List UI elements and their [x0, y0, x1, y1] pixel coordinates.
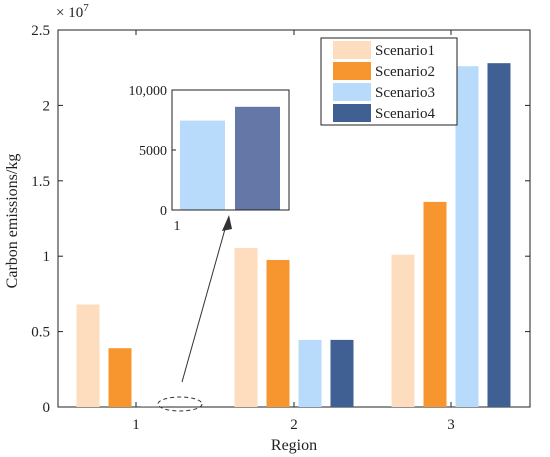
y-tick-label: 2 — [43, 98, 51, 114]
legend-label-scenario1: Scenario1 — [375, 43, 435, 59]
zoom-ellipse — [157, 396, 203, 412]
x-tick-label: 2 — [290, 417, 298, 433]
x-axis-title: Region — [271, 437, 317, 454]
legend-label-scenario2: Scenario2 — [375, 64, 435, 80]
zoom-arrow-line — [181, 221, 228, 383]
legend-label-scenario3: Scenario3 — [375, 85, 435, 101]
legend-swatch-scenario2 — [333, 62, 371, 80]
inset-y-tick-label: 0 — [160, 204, 167, 219]
y-exponent-power: 7 — [83, 2, 89, 14]
x-tick-label: 1 — [132, 417, 140, 433]
inset-x-ticks: 1 — [174, 219, 181, 234]
main-bars — [76, 63, 511, 408]
x-tick-label: 3 — [447, 417, 455, 433]
inset-bar-scenario3 — [180, 120, 225, 210]
bar-scenario1-region-1 — [76, 304, 100, 407]
y-tick-label: 1.5 — [31, 174, 50, 190]
bar-scenario1-region-3 — [391, 254, 415, 407]
y-exponent-base: × 10 — [56, 5, 83, 21]
bar-scenario2-region-1 — [108, 348, 132, 407]
bar-scenario3-region-2 — [298, 339, 322, 407]
y-axis-title: Carbon emissions/kg — [4, 154, 21, 289]
bar-scenario2-region-3 — [423, 201, 447, 407]
inset-x-tick-label: 1 — [174, 219, 181, 234]
bar-scenario1-region-2 — [234, 247, 258, 407]
inset-bars — [180, 106, 280, 210]
legend-label-scenario4: Scenario4 — [375, 106, 435, 122]
bar-scenario2-region-2 — [266, 259, 290, 407]
legend-swatch-scenario1 — [333, 41, 371, 59]
y-tick-label: 2.5 — [31, 23, 50, 39]
legend-swatch-scenario3 — [333, 83, 371, 101]
y-tick-label: 0.5 — [31, 325, 50, 341]
bar-scenario4-region-3 — [487, 63, 511, 408]
y-tick-label: 1 — [43, 249, 51, 265]
legend-swatch-scenario4 — [333, 104, 371, 122]
inset-y-tick-label: 10,000 — [129, 84, 168, 99]
zoom-arrowhead — [222, 215, 232, 231]
bar-scenario4-region-2 — [330, 339, 354, 407]
y-exponent-label: × 107 — [56, 2, 89, 21]
legend: Scenario1 Scenario2 Scenario3 Scenario4 — [320, 37, 458, 126]
bar-scenario3-region-3 — [455, 66, 479, 407]
main-x-ticks: 1 2 3 — [132, 30, 455, 433]
y-tick-label: 0 — [43, 400, 51, 416]
inset-bar-scenario4 — [235, 106, 280, 210]
inset-y-ticks: 0 5000 10,000 — [129, 84, 176, 219]
main-y-ticks: 0 0.5 1 1.5 2 2.5 — [31, 23, 530, 416]
inset-y-tick-label: 5000 — [139, 144, 167, 159]
